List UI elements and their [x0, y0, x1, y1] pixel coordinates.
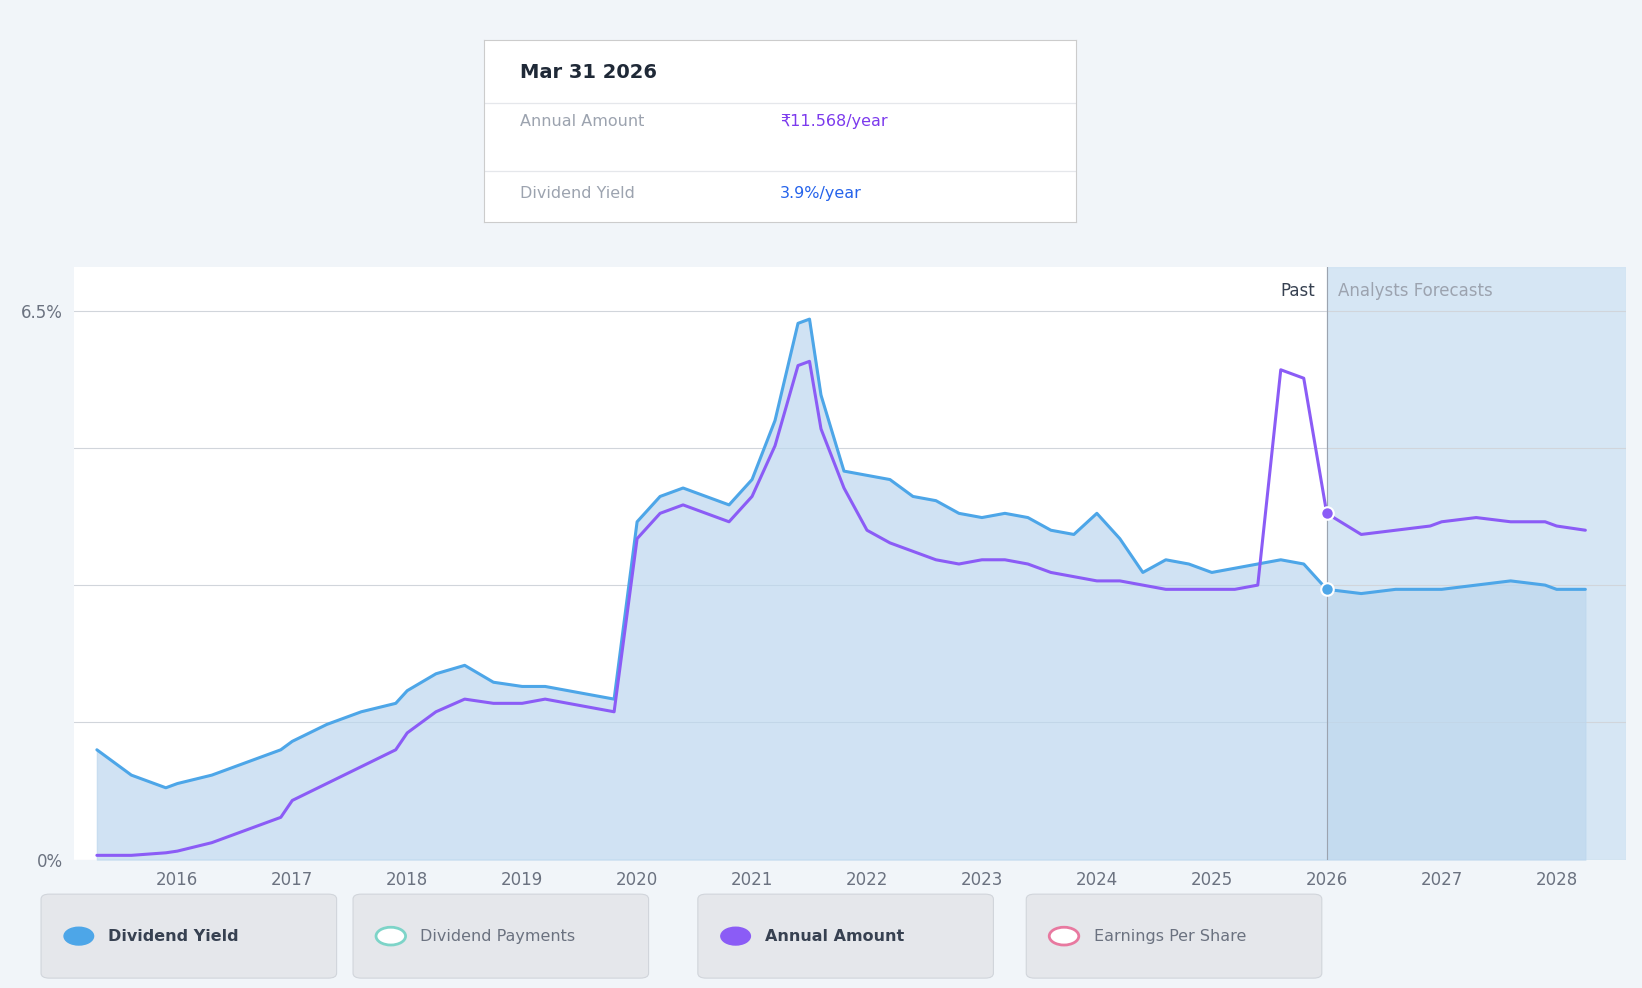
Text: Dividend Yield: Dividend Yield [108, 929, 240, 944]
Text: Dividend Yield: Dividend Yield [521, 186, 635, 201]
Text: Analysts Forecasts: Analysts Forecasts [1338, 282, 1493, 299]
Text: Mar 31 2026: Mar 31 2026 [521, 63, 657, 82]
Text: Annual Amount: Annual Amount [765, 929, 905, 944]
Bar [1327, 267, 1626, 860]
Text: Dividend Payments: Dividend Payments [420, 929, 575, 944]
Text: ₹11.568/year: ₹11.568/year [780, 115, 888, 129]
Text: Earnings Per Share: Earnings Per Share [1094, 929, 1246, 944]
Text: Past: Past [1281, 282, 1315, 299]
Text: 3.9%/year: 3.9%/year [780, 186, 862, 201]
Text: Annual Amount: Annual Amount [521, 115, 644, 129]
